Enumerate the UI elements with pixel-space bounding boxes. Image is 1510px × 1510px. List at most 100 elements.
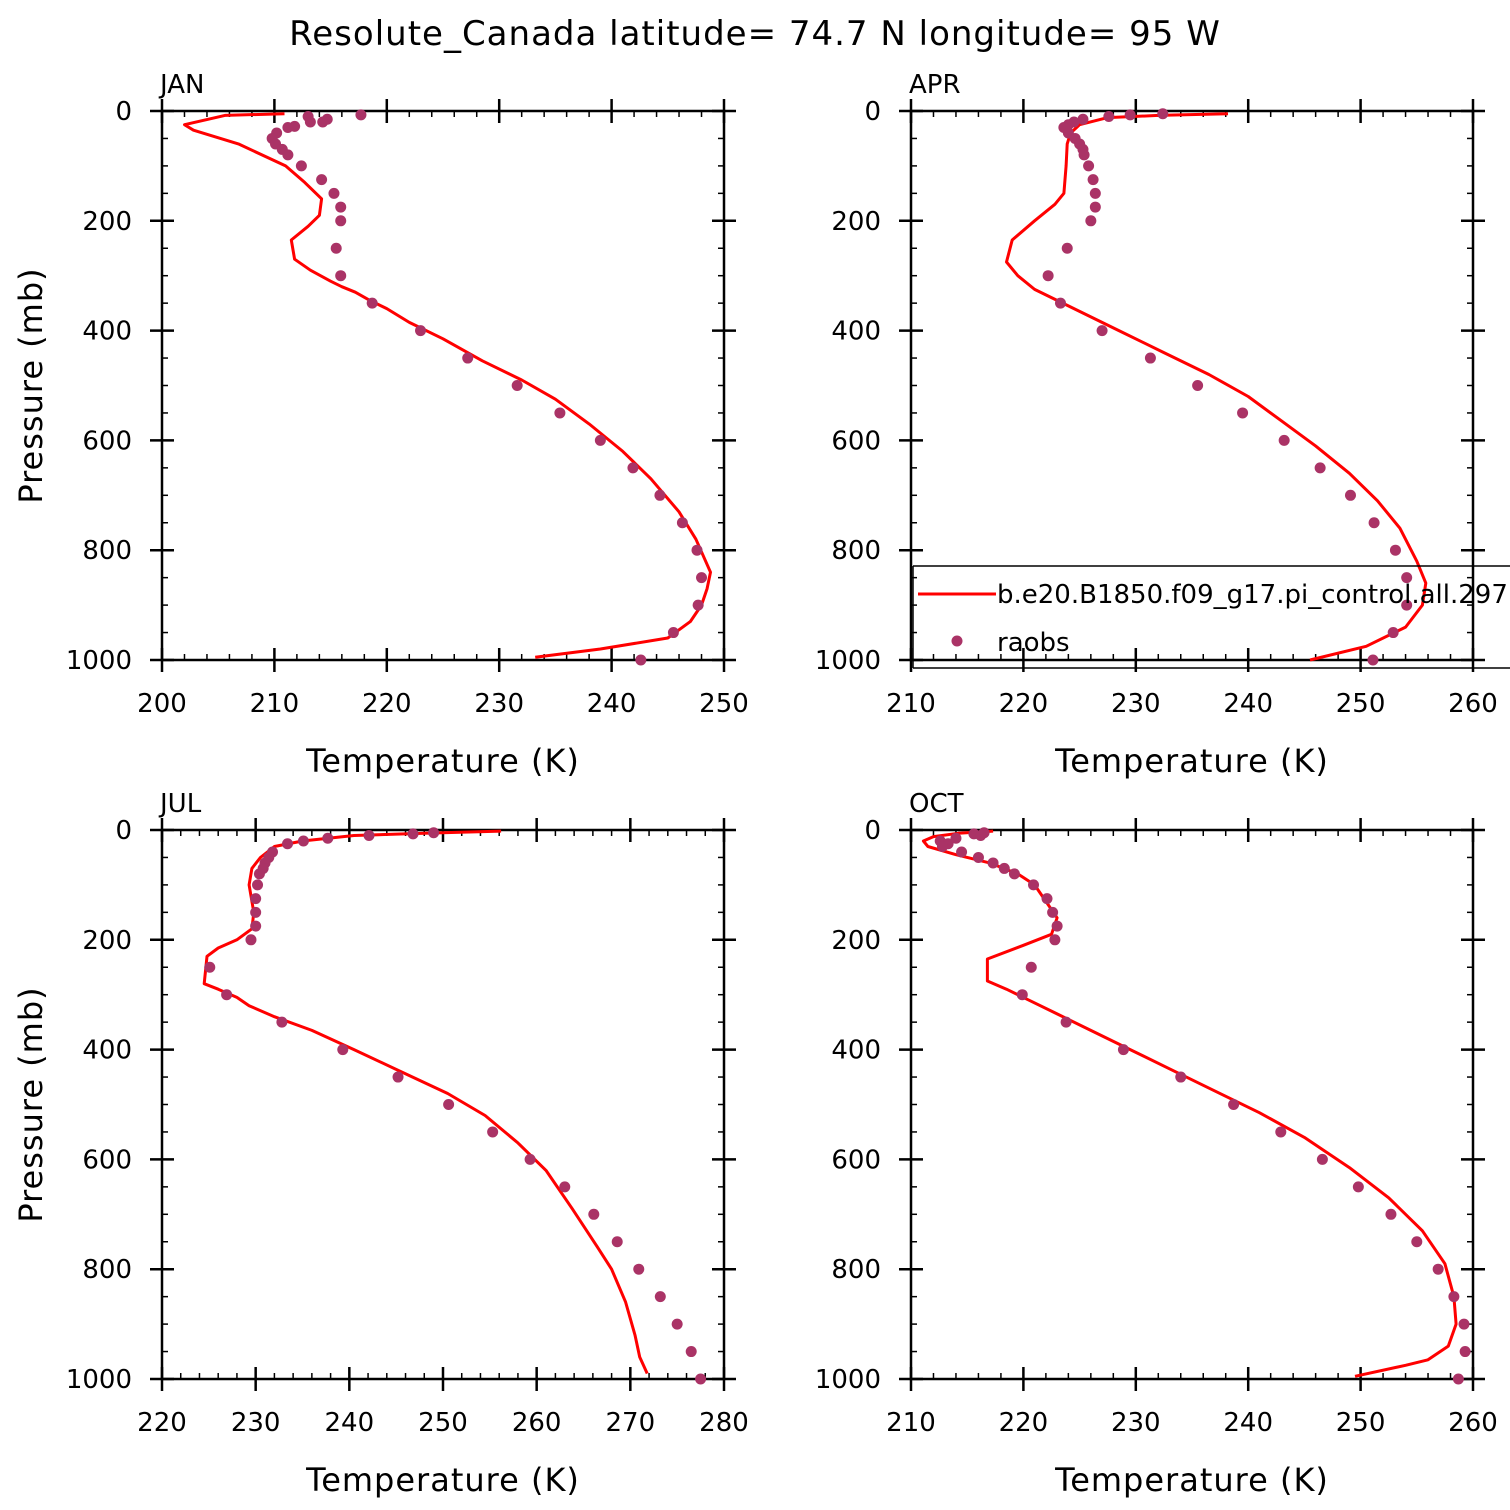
raobs-point xyxy=(1089,201,1101,213)
raobs-point xyxy=(1389,544,1401,556)
raobs-point xyxy=(633,1263,645,1275)
y-tick-label: 0 xyxy=(864,816,881,846)
model-profile-line xyxy=(183,112,712,659)
raobs-point xyxy=(1008,868,1020,880)
raobs-point xyxy=(667,627,679,639)
x-tick-label: 250 xyxy=(699,689,749,719)
raobs-point xyxy=(1054,297,1066,309)
raobs-point xyxy=(1042,270,1054,282)
raobs-point xyxy=(1117,1044,1129,1056)
raobs-point xyxy=(295,160,307,172)
raobs-point xyxy=(443,1099,455,1110)
raobs-point xyxy=(322,832,334,844)
raobs-point xyxy=(252,879,264,891)
y-tick-label: 400 xyxy=(831,1036,881,1066)
raobs-point xyxy=(462,352,474,364)
y-tick-label: 1000 xyxy=(66,646,132,676)
raobs-point xyxy=(671,1318,683,1330)
raobs-point xyxy=(1061,242,1073,254)
x-tick-label: 250 xyxy=(1336,1408,1386,1438)
legend-raobs-swatch xyxy=(951,635,963,647)
raobs-point xyxy=(428,827,440,839)
y-axis-title: Pressure (mb) xyxy=(12,986,50,1222)
raobs-point xyxy=(316,174,328,186)
x-tick-label: 220 xyxy=(362,689,412,719)
raobs-point xyxy=(1316,1153,1328,1165)
raobs-point xyxy=(696,572,708,584)
panel-jan: 200 210 220 230 240 250 0 200 400 600 800 1000 JAN Te… xyxy=(12,70,749,780)
raobs-point xyxy=(328,187,340,199)
y-tick-label: 1000 xyxy=(815,646,881,676)
raobs-point xyxy=(407,828,419,840)
raobs-point xyxy=(1314,462,1326,474)
raobs-point xyxy=(524,1153,536,1165)
y-tick-label: 0 xyxy=(115,97,132,127)
raobs-point xyxy=(335,215,347,227)
raobs-point xyxy=(1228,1099,1240,1110)
raobs-point xyxy=(221,989,233,1001)
raobs-point xyxy=(282,838,294,850)
x-tick-label: 210 xyxy=(886,1408,936,1438)
raobs-point xyxy=(635,654,647,666)
x-axis-title: Temperature (K) xyxy=(1054,742,1329,780)
raobs-point xyxy=(1085,215,1097,227)
raobs-point xyxy=(366,297,378,309)
raobs-point xyxy=(335,270,347,282)
x-axis-title: Temperature (K) xyxy=(305,742,580,780)
x-tick-label: 220 xyxy=(999,1408,1049,1438)
panel-oct: 210 220 230 240 250 260 0 200 400 600 800 1000 OCT Te… xyxy=(815,789,1498,1499)
raobs-point xyxy=(695,1373,707,1385)
raobs-point xyxy=(654,489,666,501)
raobs-point xyxy=(1087,174,1099,186)
raobs-point xyxy=(1387,627,1399,639)
raobs-point xyxy=(559,1181,571,1193)
x-tick-label: 230 xyxy=(474,689,524,719)
raobs-point xyxy=(1041,893,1053,905)
x-tick-label: 240 xyxy=(325,1408,375,1438)
raobs-point xyxy=(1385,1208,1397,1220)
legend-model-label: b.e20.B1850.f09_g17.pi_control.all.297 xyxy=(997,580,1508,610)
y-axis-title: Pressure (mb) xyxy=(12,267,50,503)
panel-label: OCT xyxy=(909,789,964,819)
raobs-point xyxy=(950,832,962,844)
raobs-point xyxy=(692,599,704,611)
raobs-point xyxy=(1175,1071,1187,1083)
x-tick-label: 260 xyxy=(512,1408,562,1438)
raobs-point xyxy=(594,434,606,446)
panel-label: JAN xyxy=(158,70,204,100)
raobs-point xyxy=(998,862,1010,874)
raobs-point xyxy=(1278,434,1290,446)
raobs-point xyxy=(1448,1291,1460,1303)
raobs-point xyxy=(511,380,523,391)
plot-frame xyxy=(909,109,1475,662)
raobs-point xyxy=(487,1126,499,1138)
raobs-point xyxy=(1157,108,1169,120)
y-tick-label: 200 xyxy=(82,207,132,237)
panel-label: JUL xyxy=(158,789,202,819)
raobs-point xyxy=(627,462,639,474)
raobs-point xyxy=(415,325,427,337)
raobs-point xyxy=(936,840,948,852)
x-tick-label: 210 xyxy=(250,689,300,719)
raobs-point xyxy=(691,544,703,556)
legend-raobs-label: raobs xyxy=(997,628,1070,658)
x-axis-title: Temperature (K) xyxy=(305,1461,580,1499)
y-tick-label: 200 xyxy=(831,207,881,237)
x-tick-label: 240 xyxy=(587,689,637,719)
raobs-point xyxy=(1411,1236,1423,1248)
y-tick-label: 600 xyxy=(831,1145,881,1175)
x-tick-label: 260 xyxy=(1448,1408,1498,1438)
raobs-point xyxy=(1028,879,1040,891)
raobs-point xyxy=(1432,1263,1444,1275)
x-tick-label: 260 xyxy=(1448,689,1498,719)
plot-frame xyxy=(160,109,726,662)
raobs-point xyxy=(1103,110,1115,122)
y-tick-label: 600 xyxy=(82,1145,132,1175)
raobs-point xyxy=(335,201,347,213)
legend: b.e20.B1850.f09_g17.pi_control.all.297ra… xyxy=(912,565,1510,669)
raobs-point xyxy=(1089,187,1101,199)
raobs-point xyxy=(250,893,262,905)
plot-frame xyxy=(160,828,726,1381)
raobs-point xyxy=(245,934,257,946)
